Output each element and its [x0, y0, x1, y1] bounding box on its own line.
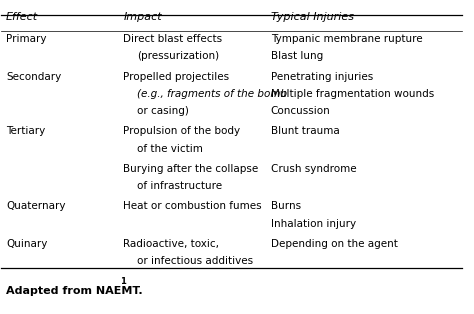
Text: Typical Injuries: Typical Injuries [271, 12, 354, 22]
Text: or casing): or casing) [137, 106, 189, 116]
Text: Effect: Effect [6, 12, 38, 22]
Text: Tympanic membrane rupture: Tympanic membrane rupture [271, 34, 422, 44]
Text: Quinary: Quinary [6, 239, 47, 249]
Text: (e.g., fragments of the bomb: (e.g., fragments of the bomb [137, 89, 287, 99]
Text: Crush syndrome: Crush syndrome [271, 164, 356, 174]
Text: Burns: Burns [271, 201, 301, 211]
Text: Secondary: Secondary [6, 72, 61, 82]
Text: Primary: Primary [6, 34, 46, 44]
Text: Concussion: Concussion [271, 106, 330, 116]
Text: of infrastructure: of infrastructure [137, 181, 222, 191]
Text: Quaternary: Quaternary [6, 201, 65, 211]
Text: Direct blast effects: Direct blast effects [123, 34, 222, 44]
Text: Depending on the agent: Depending on the agent [271, 239, 398, 249]
Text: Propelled projectiles: Propelled projectiles [123, 72, 229, 82]
Text: (pressurization): (pressurization) [137, 51, 219, 62]
Text: 1: 1 [120, 277, 126, 286]
Text: Radioactive, toxic,: Radioactive, toxic, [123, 239, 219, 249]
Text: Heat or combustion fumes: Heat or combustion fumes [123, 201, 262, 211]
Text: Tertiary: Tertiary [6, 127, 45, 137]
Text: of the victim: of the victim [137, 144, 203, 154]
Text: Blast lung: Blast lung [271, 51, 323, 62]
Text: Penetrating injuries: Penetrating injuries [271, 72, 373, 82]
Text: Burying after the collapse: Burying after the collapse [123, 164, 259, 174]
Text: or infectious additives: or infectious additives [137, 256, 253, 266]
Text: Multiple fragmentation wounds: Multiple fragmentation wounds [271, 89, 434, 99]
Text: Blunt trauma: Blunt trauma [271, 127, 339, 137]
Text: Propulsion of the body: Propulsion of the body [123, 127, 240, 137]
Text: Adapted from NAEMT.: Adapted from NAEMT. [6, 286, 143, 295]
Text: Inhalation injury: Inhalation injury [271, 219, 356, 229]
Text: Impact: Impact [123, 12, 162, 22]
